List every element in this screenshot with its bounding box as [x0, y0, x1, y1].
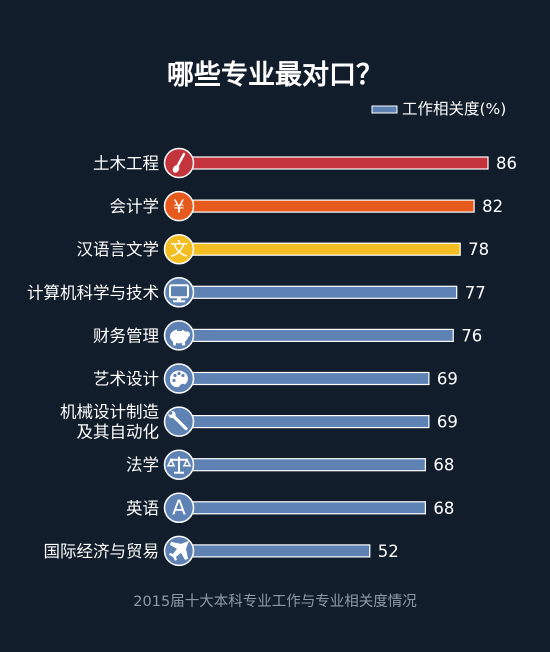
bar-row: 英语 A 68: [126, 492, 454, 524]
value-label: 69: [437, 413, 458, 432]
bar-row: 计算机科学与技术 77: [27, 277, 486, 308]
chart-caption: 2015届十大本科专业工作与专业相关度情况: [133, 593, 417, 610]
bar-row: 土木工程 86: [93, 147, 517, 179]
category-label: 计算机科学与技术: [27, 283, 159, 302]
airplane-icon: [169, 540, 189, 561]
letter-a-icon-glyph: A: [172, 495, 186, 519]
value-label: 68: [433, 499, 454, 518]
category-label: 会计学: [110, 197, 160, 216]
bar-row: 国际经济与贸易 52: [44, 535, 399, 567]
scales-icon: [166, 456, 192, 474]
value-label: 82: [482, 197, 503, 216]
value-label: 69: [437, 370, 458, 389]
category-label: 财务管理: [93, 326, 159, 345]
legend: 工作相关度(%): [371, 100, 506, 118]
bar: [188, 328, 454, 342]
legend-swatch: [371, 105, 398, 114]
value-label: 68: [433, 456, 454, 475]
bar: [188, 501, 427, 515]
chart-title: 哪些专业最对口？: [167, 60, 383, 91]
bar: [188, 544, 371, 558]
icon-badge: [163, 233, 195, 265]
value-label: 78: [468, 240, 489, 259]
category-label: 艺术设计: [93, 370, 159, 389]
icon-badge: [163, 190, 195, 222]
legend-label: 工作相关度(%): [402, 100, 506, 118]
value-label: 86: [496, 154, 517, 173]
bar-rows: 土木工程 86会计学 ¥82汉语言文学文 78计算机科学与技术 77财务管理 76艺术设计…: [27, 147, 517, 567]
value-label: 52: [378, 542, 399, 561]
letter-a-icon: A: [172, 495, 186, 519]
brush-icon: [172, 152, 186, 173]
category-label: 法学: [126, 456, 159, 475]
category-label: 土木工程: [93, 154, 159, 173]
icon-badge: [163, 492, 195, 524]
bar-row: 机械设计制造及其自动化 69: [60, 403, 458, 442]
value-label: 76: [461, 326, 482, 345]
icon-badge: [163, 277, 195, 308]
wen-character-icon-glyph: 文: [170, 240, 188, 261]
yen-icon: ¥: [173, 197, 184, 218]
wrench-icon: [168, 411, 188, 431]
category-label: 汉语言文学: [77, 240, 160, 259]
palette-icon: [169, 370, 188, 388]
bar: [188, 415, 430, 429]
category-label: 英语: [126, 499, 159, 518]
category-label: 国际经济与贸易: [44, 542, 160, 561]
category-label: 机械设计制造及其自动化: [60, 403, 160, 442]
bar: [188, 458, 427, 472]
bar-row: 会计学 ¥82: [110, 190, 503, 222]
bar: [188, 199, 475, 213]
bar-row: 法学 68: [126, 449, 454, 480]
bar: [188, 371, 430, 386]
value-label: 77: [465, 283, 486, 302]
bar: [188, 242, 461, 256]
bar-row: 财务管理 76: [93, 320, 482, 351]
bar: [188, 156, 489, 170]
wen-character-icon: 文: [170, 240, 188, 261]
piggy-bank-icon: [170, 329, 190, 346]
monitor-icon: [169, 284, 189, 303]
yen-icon-glyph: ¥: [173, 197, 184, 218]
bar: [188, 285, 458, 299]
bar-row: 汉语言文学文 78: [77, 233, 489, 265]
bar-row: 艺术设计 69: [93, 363, 458, 394]
